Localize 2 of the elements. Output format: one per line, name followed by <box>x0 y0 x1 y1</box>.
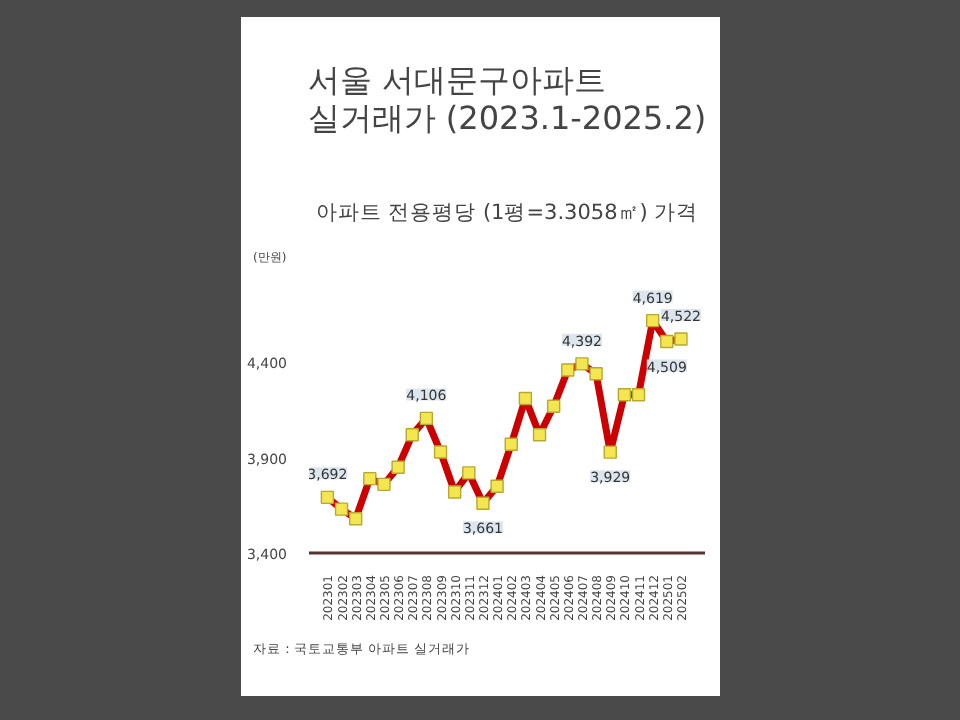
chart-title: 서울 서대문구아파트 실거래가 (2023.1-2025.2) <box>307 61 707 137</box>
chart-subtitle: 아파트 전용평당 (1평=3.3058㎡) 가격 <box>315 201 699 225</box>
